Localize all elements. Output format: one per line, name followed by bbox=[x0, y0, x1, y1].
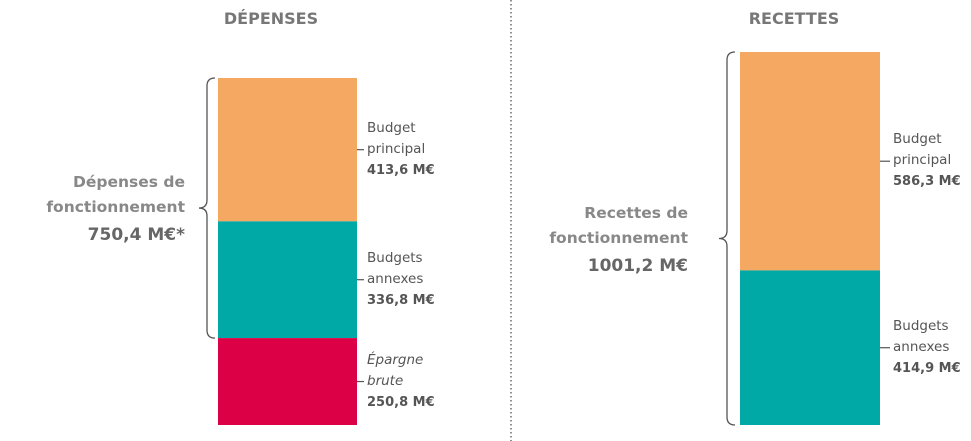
segment-label: Épargne brute 250,8 M€ bbox=[367, 350, 447, 413]
segment-label: Budgets annexes 414,9 M€ bbox=[893, 316, 971, 379]
segment-label: Budget principal 586,3 M€ bbox=[893, 129, 971, 192]
annotation-value: 750,4 M€* bbox=[87, 225, 185, 246]
annotation: Dépenses de fonctionnement 750,4 M€* bbox=[10, 170, 185, 250]
annotation-value: 1001,2 M€ bbox=[587, 255, 688, 276]
series-name: Budgets annexes bbox=[893, 317, 950, 355]
chart-title: DÉPENSES bbox=[223, 9, 319, 28]
value-label: 586,3 M€ bbox=[893, 174, 961, 190]
bracket bbox=[198, 77, 216, 339]
bar-segment bbox=[218, 338, 357, 425]
series-name: Épargne brute bbox=[367, 351, 424, 389]
bar-segment bbox=[740, 52, 880, 271]
value-label: 414,9 M€ bbox=[893, 360, 961, 376]
bar-segment bbox=[218, 221, 357, 339]
annotation: Recettes de fonctionnement 1001,2 M€ bbox=[513, 201, 688, 281]
chart-title: RECETTES bbox=[748, 9, 840, 28]
bar-segment bbox=[218, 78, 357, 222]
series-name: Budget principal bbox=[893, 131, 952, 169]
bracket bbox=[718, 51, 736, 426]
series-name: Budget principal bbox=[367, 119, 426, 157]
series-name: Budgets annexes bbox=[367, 249, 424, 287]
value-label: 250,8 M€ bbox=[367, 394, 435, 410]
segment-label: Budgets annexes 336,8 M€ bbox=[367, 248, 447, 311]
bar-segment bbox=[740, 270, 880, 425]
value-label: 413,6 M€ bbox=[367, 162, 435, 178]
value-label: 336,8 M€ bbox=[367, 292, 435, 308]
annotation-text: Dépenses de fonctionnement bbox=[46, 173, 185, 217]
segment-label: Budget principal 413,6 M€ bbox=[367, 118, 447, 181]
annotation-text: Recettes de fonctionnement bbox=[549, 203, 688, 247]
